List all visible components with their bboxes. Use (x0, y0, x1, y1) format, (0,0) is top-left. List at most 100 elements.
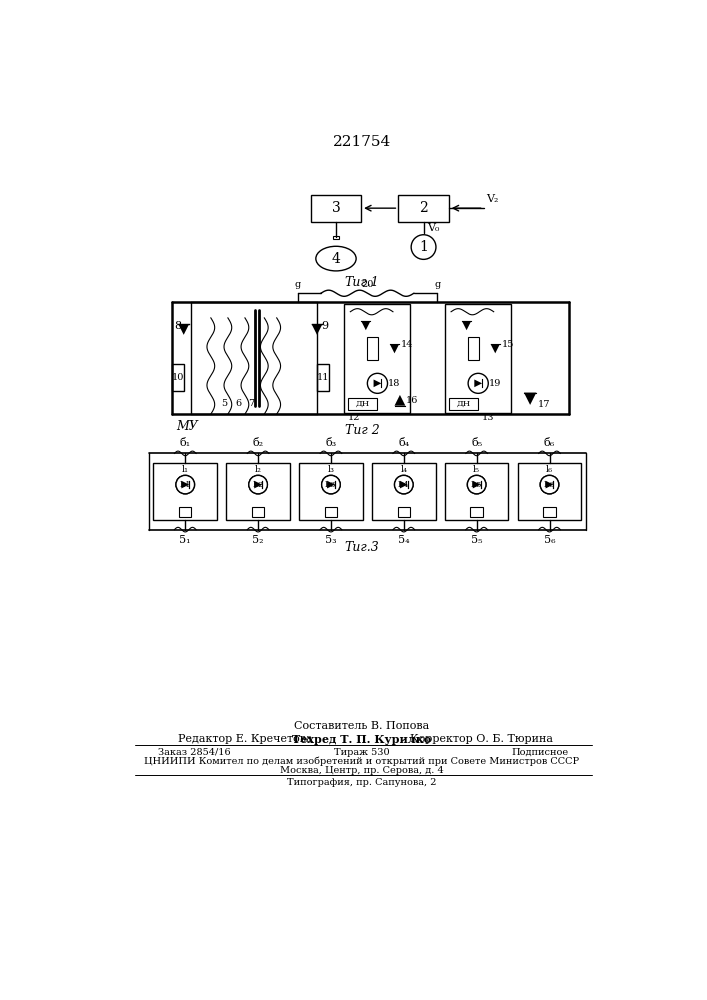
Text: б₃: б₃ (325, 438, 337, 448)
Circle shape (468, 373, 489, 393)
Bar (445, 463, 508, 520)
Text: 20: 20 (361, 280, 373, 289)
Polygon shape (255, 481, 262, 488)
Bar (299, 463, 363, 520)
Polygon shape (474, 379, 482, 387)
Bar (518, 463, 581, 520)
Text: 5₁: 5₁ (180, 535, 191, 545)
Text: 2: 2 (419, 201, 428, 215)
Text: l₀1: l₀1 (180, 481, 191, 489)
Bar (311, 195, 361, 222)
Text: l₁: l₁ (182, 465, 189, 474)
Circle shape (322, 475, 340, 494)
Bar (226, 463, 290, 520)
Circle shape (395, 475, 413, 494)
Text: 5₂: 5₂ (252, 535, 264, 545)
Text: 5₅: 5₅ (471, 535, 482, 545)
Circle shape (249, 475, 267, 494)
Text: 12: 12 (348, 413, 361, 422)
Text: 5₃: 5₃ (325, 535, 337, 545)
Polygon shape (361, 321, 370, 330)
Polygon shape (462, 321, 472, 330)
Polygon shape (524, 393, 537, 405)
Polygon shape (182, 481, 189, 488)
Circle shape (395, 475, 413, 494)
Text: Москва, Центр, пр. Серова, д. 4: Москва, Центр, пр. Серова, д. 4 (280, 766, 444, 775)
Polygon shape (395, 395, 405, 406)
Bar (333, 235, 339, 239)
Text: 7: 7 (248, 399, 255, 408)
Polygon shape (255, 481, 262, 488)
Text: Заказ 2854/16: Заказ 2854/16 (158, 748, 230, 757)
Text: Τиг.1: Τиг.1 (344, 276, 380, 289)
Text: 16: 16 (406, 396, 419, 405)
Circle shape (411, 235, 436, 259)
Bar (372, 463, 436, 520)
Text: 14: 14 (401, 340, 413, 349)
Text: 3: 3 (332, 201, 340, 215)
Bar (348, 398, 378, 410)
Polygon shape (400, 481, 408, 488)
Circle shape (467, 475, 486, 494)
Text: Подписное: Подписное (512, 748, 569, 757)
Circle shape (540, 475, 559, 494)
Bar (317, 364, 329, 391)
Text: 15: 15 (501, 340, 514, 349)
Text: 8: 8 (174, 321, 182, 331)
Text: l₀2: l₀2 (252, 481, 264, 489)
Text: l₂: l₂ (255, 465, 262, 474)
Text: l₆: l₆ (546, 465, 553, 474)
Text: ЦНИИПИ Комител по делам изобретений и открытий при Совете Министров СССР: ЦНИИПИ Комител по делам изобретений и от… (144, 757, 580, 766)
Text: V₂: V₂ (486, 194, 498, 204)
Text: Редактор Е. Кречетова: Редактор Е. Кречетова (177, 734, 312, 744)
Text: Корректор О. Б. Тюрина: Корректор О. Б. Тюрина (410, 734, 554, 744)
Text: 5₆: 5₆ (544, 535, 555, 545)
Polygon shape (546, 481, 554, 488)
Text: l₀5: l₀5 (471, 481, 482, 489)
Text: g: g (434, 280, 440, 289)
Bar (344, 304, 410, 413)
Text: 17: 17 (538, 400, 550, 409)
Text: ДН: ДН (356, 400, 370, 408)
Polygon shape (473, 481, 481, 488)
Bar (398, 195, 449, 222)
Text: Τиг.3: Τиг.3 (344, 541, 380, 554)
Polygon shape (491, 344, 500, 353)
Text: МУ: МУ (176, 420, 198, 433)
Polygon shape (327, 481, 335, 488)
Text: 11: 11 (317, 373, 329, 382)
Polygon shape (473, 481, 481, 488)
Polygon shape (373, 379, 381, 387)
Text: 9: 9 (321, 321, 328, 331)
Text: Τиг 2: Τиг 2 (344, 424, 380, 437)
Text: б₁: б₁ (180, 438, 191, 448)
Text: l₀6: l₀6 (544, 481, 555, 489)
Bar (445, 304, 510, 413)
Bar (543, 507, 556, 517)
Bar (179, 507, 192, 517)
Text: l₅: l₅ (473, 465, 480, 474)
Text: 5: 5 (221, 399, 227, 408)
Bar (172, 364, 185, 391)
Text: 19: 19 (489, 379, 501, 388)
Bar (325, 507, 337, 517)
Polygon shape (546, 481, 554, 488)
Polygon shape (178, 324, 189, 335)
Bar (470, 507, 483, 517)
Text: 13: 13 (482, 413, 495, 422)
Circle shape (467, 475, 486, 494)
Text: б₄: б₄ (398, 438, 409, 448)
Bar (449, 398, 478, 410)
Bar (397, 507, 410, 517)
Polygon shape (312, 324, 322, 335)
Text: g: g (295, 280, 300, 289)
Text: б₆: б₆ (544, 438, 555, 448)
Text: V₀: V₀ (426, 223, 439, 233)
Text: 4: 4 (332, 252, 341, 266)
Text: l₃: l₃ (327, 465, 334, 474)
Circle shape (176, 475, 194, 494)
Text: 18: 18 (388, 379, 401, 388)
Text: б₅: б₅ (471, 438, 482, 448)
Text: б₂: б₂ (252, 438, 264, 448)
Circle shape (368, 373, 387, 393)
